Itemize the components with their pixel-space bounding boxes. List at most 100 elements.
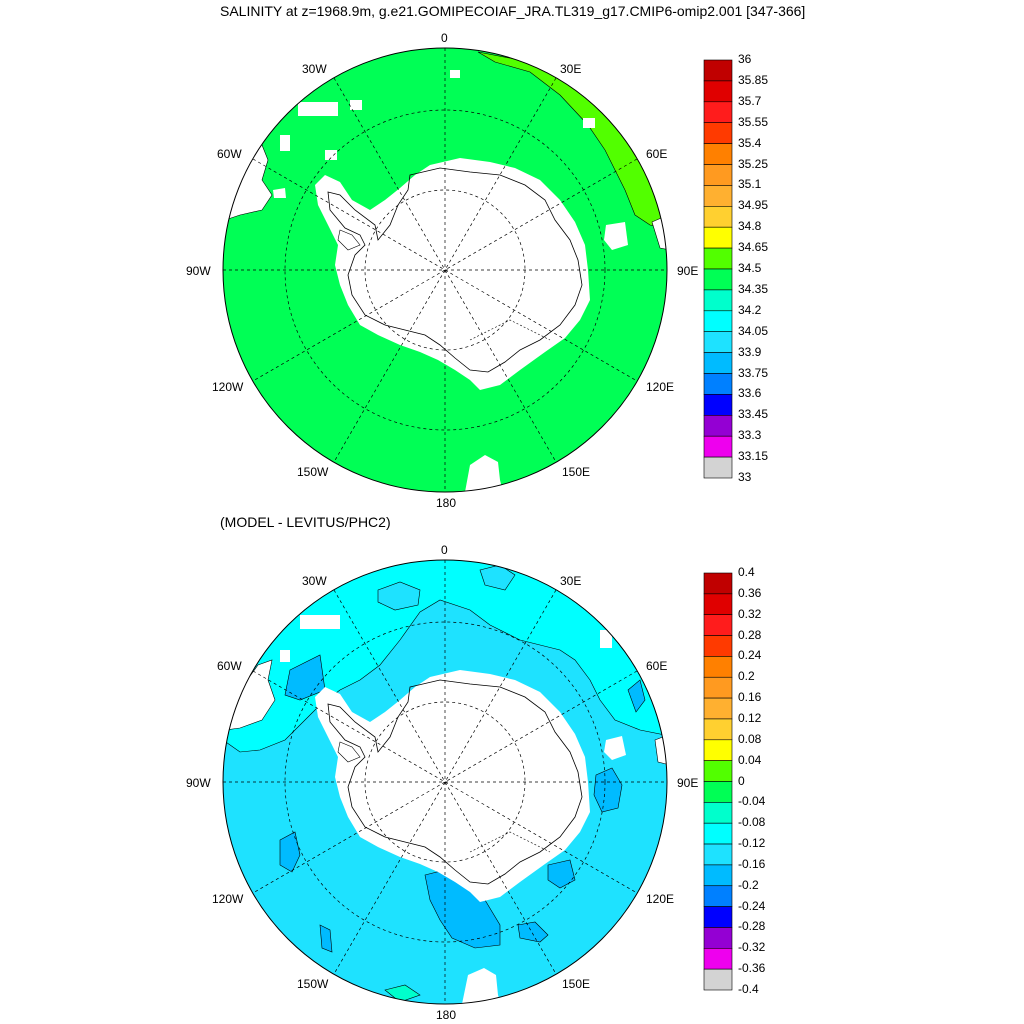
- colorbar-tick-label: -0.36: [738, 961, 766, 976]
- lon-label-30w: 30W: [302, 574, 327, 588]
- colorbar-tick-label: 0.2: [738, 669, 755, 684]
- colorbar-box: [703, 864, 733, 887]
- difference-map-border: [222, 559, 668, 1005]
- antarctic-peninsula-line: [337, 741, 361, 763]
- colorbar-tick-label: 33.3: [738, 428, 762, 443]
- missing-data-patch: [280, 135, 290, 151]
- lon-label-120w: 120W: [212, 892, 244, 906]
- colorbar-box: [703, 968, 733, 991]
- colorbar-tick-label: 0.4: [738, 565, 755, 579]
- lon-label-90e: 90E: [677, 776, 699, 790]
- colorbar-tick-label: -0.16: [738, 856, 766, 871]
- colorbar-box: [703, 414, 733, 437]
- lon-label-60e: 60E: [646, 147, 668, 161]
- colorbar-box: [703, 656, 733, 678]
- lon-label-60w: 60W: [217, 659, 242, 673]
- colorbar-box: [703, 822, 733, 845]
- lon-label-120w: 120W: [212, 380, 244, 394]
- colorbar-tick-label: -0.12: [738, 836, 766, 851]
- colorbar-tick-label: -0.32: [738, 940, 766, 955]
- colorbar-box: [703, 456, 733, 479]
- colorbar-tick-label: 34.35: [738, 281, 769, 296]
- missing-data-patch: [280, 650, 290, 662]
- colorbar-tick-label: 34.2: [738, 302, 762, 317]
- colorbar-tick-label: 33.6: [738, 386, 762, 401]
- colorbar-box: [703, 289, 733, 312]
- colorbar-tick-label: 35.4: [738, 135, 762, 150]
- salinity-colorbar: [703, 59, 733, 479]
- colorbar-box: [703, 394, 733, 416]
- colorbar-box: [703, 373, 733, 395]
- negative-anomaly-patch: [627, 679, 646, 713]
- colorbar-box: [703, 906, 733, 928]
- colorbar-tick-label: 0.08: [738, 731, 762, 746]
- lon-label-90w: 90W: [186, 264, 211, 278]
- difference-colorbar: [703, 572, 733, 991]
- colorbar-box: [703, 885, 733, 907]
- colorbar-tick-label: 0.12: [738, 710, 762, 725]
- lon-label-0: 0: [441, 31, 448, 45]
- colorbar-tick-label: 33.45: [738, 407, 769, 422]
- colorbar-tick-label: 35.55: [738, 114, 769, 129]
- lon-label-90w: 90W: [186, 776, 211, 790]
- colorbar-box: [703, 781, 733, 803]
- kerguelen-patch: [604, 736, 626, 760]
- salinity-graticule: [223, 48, 667, 492]
- colorbar-box: [703, 572, 733, 595]
- colorbar-box: [703, 843, 733, 866]
- colorbar-box: [703, 206, 733, 228]
- lon-label-30e: 30E: [560, 574, 582, 588]
- main-title: SALINITY at z=1968.9m, g.e21.GOMIPECOIAF…: [220, 3, 806, 19]
- colorbar-box: [703, 164, 733, 186]
- colorbar-box: [703, 435, 733, 458]
- difference-panel-title: (MODEL - LEVITUS/PHC2): [220, 514, 391, 530]
- colorbar-box: [703, 331, 733, 353]
- negative-anomaly-patch: [279, 831, 301, 873]
- colorbar-box: [703, 927, 733, 949]
- antarctic-peninsula-line: [337, 229, 361, 251]
- lon-label-180: 180: [436, 496, 457, 510]
- colorbar-tick-label: 33: [738, 470, 752, 484]
- colorbar-box: [703, 593, 733, 615]
- colorbar-box: [703, 614, 733, 636]
- lon-label-150e: 150E: [562, 465, 591, 479]
- colorbar-box: [703, 80, 733, 103]
- missing-data-patch: [450, 70, 460, 78]
- colorbar-tick-label: -0.24: [738, 898, 766, 913]
- colorbar-tick-label: 0.16: [738, 690, 762, 705]
- colorbar-box: [703, 310, 733, 332]
- colorbar-tick-label: 35.7: [738, 93, 762, 108]
- colorbar-tick-label: 0: [738, 773, 745, 788]
- campbell-plateau-patch: [462, 968, 502, 1004]
- colorbar-box: [703, 352, 733, 374]
- negative-anomaly-patch: [517, 921, 549, 943]
- lon-label-150w: 150W: [297, 465, 329, 479]
- colorbar-tick-label: 0.24: [738, 648, 762, 663]
- colorbar-box: [703, 143, 733, 165]
- colorbar-tick-label: 33.75: [738, 365, 769, 380]
- colorbar-tick-label: 0.28: [738, 627, 762, 642]
- falkland-islands: [273, 188, 286, 198]
- lon-label-180: 180: [436, 1008, 457, 1022]
- colorbar-box: [703, 226, 733, 249]
- colorbar-tick-label: 0.32: [738, 606, 762, 621]
- negative-anomaly-patch: [319, 924, 333, 953]
- colorbar-box: [703, 247, 733, 270]
- salinity-map-border: [222, 47, 668, 493]
- missing-data-patch: [350, 100, 362, 110]
- salinity-map: [222, 47, 668, 493]
- colorbar-box: [703, 185, 733, 207]
- colorbar-box: [703, 718, 733, 741]
- difference-pocket: [377, 581, 421, 611]
- missing-data-patch: [298, 102, 338, 116]
- colorbar-tick-label: -0.08: [738, 815, 766, 830]
- lon-label-60w: 60W: [217, 147, 242, 161]
- missing-data-patch: [583, 118, 595, 128]
- colorbar-tick-label: 0.36: [738, 585, 762, 600]
- missing-data-patch: [325, 150, 337, 160]
- colorbar-box: [703, 739, 733, 761]
- lon-label-30e: 30E: [560, 62, 582, 76]
- colorbar-tick-label: 35.85: [738, 72, 769, 87]
- lon-label-90e: 90E: [677, 264, 699, 278]
